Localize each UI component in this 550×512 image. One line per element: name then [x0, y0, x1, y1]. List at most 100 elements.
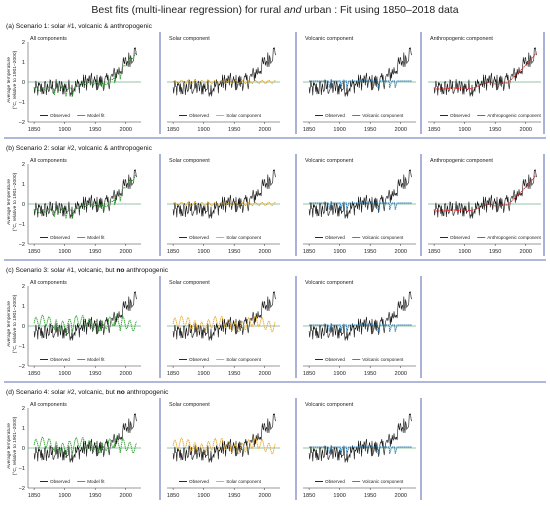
scenario-4: (d) Scenario 4: solar #2, volcanic, but … — [6, 389, 422, 500]
legend-label: Anthropogenic component — [487, 235, 541, 240]
legend-label: Observed — [189, 235, 209, 240]
legend-label: Anthropogenic component — [487, 113, 541, 118]
series-line-volcanic — [309, 324, 412, 333]
legend-label: Solar component — [226, 357, 261, 362]
panel-title: Solar component — [169, 280, 210, 286]
legend-label: Observed — [450, 113, 470, 118]
panel-volcanic-component: Volcanic component 1850 1900 1950 2000 Observ… — [303, 154, 422, 256]
x-tick-label: 1950 — [89, 127, 101, 133]
panel-title: All components — [30, 36, 67, 42]
series-line-volcanic — [309, 80, 412, 89]
x-tick-label: 1900 — [197, 493, 209, 499]
series-line-observed — [433, 47, 537, 97]
y-tick-label: −1 — [19, 100, 25, 106]
panel-all-components: All components −2 −1 0 1 2 1850 1900 1950 2000 Obs… — [19, 154, 161, 256]
legend-label: Observed — [325, 357, 345, 362]
panel-all-components: All components −2 −1 0 1 2 1850 1900 1950 2000 Obs… — [19, 398, 161, 500]
panel-title: Anthropogenic component — [430, 158, 493, 164]
x-tick-label: 1950 — [364, 493, 376, 499]
x-tick-label: 1950 — [364, 127, 376, 133]
y-tick-label: 0 — [22, 202, 25, 208]
x-tick-label: 2000 — [395, 127, 407, 133]
y-tick-label: 0 — [22, 80, 25, 86]
legend-label: Observed — [189, 113, 209, 118]
scenario-label: (b) — [6, 145, 16, 152]
x-tick-label: 1850 — [28, 127, 40, 133]
x-tick-label: 2000 — [120, 127, 132, 133]
y-tick-label: −2 — [19, 486, 25, 492]
x-tick-label: 1900 — [333, 493, 345, 499]
x-tick-label: 1950 — [489, 249, 501, 255]
y-tick-label: 1 — [22, 182, 25, 188]
panel-solar-component: Solar component 1850 1900 1950 2000 Observed S… — [167, 32, 297, 134]
scenario-label: (d) — [6, 389, 16, 396]
panel-title: Volcanic component — [305, 158, 354, 164]
y-tick-label: 2 — [22, 162, 25, 168]
x-tick-label: 1900 — [58, 249, 70, 255]
x-tick-label: 1850 — [167, 493, 179, 499]
series-line-anthro — [434, 52, 538, 90]
legend-label: Observed — [325, 113, 345, 118]
panel-solar-component: Solar component 1850 1900 1950 2000 Observed S… — [167, 154, 297, 256]
scenario-label: (a) — [6, 23, 16, 30]
x-tick-label: 1850 — [428, 127, 440, 133]
x-tick-label: 1850 — [28, 493, 40, 499]
scenario-title-part: anthropogenic — [125, 389, 169, 396]
panel-title: Volcanic component — [305, 402, 354, 408]
x-tick-label: 1950 — [89, 493, 101, 499]
panel-anthropogenic-component: Anthropogenic component 1850 1900 1950 2000 O… — [428, 32, 545, 134]
legend-label: Volcanic component — [362, 113, 404, 118]
series-line-fit — [33, 50, 138, 97]
series-line-observed — [33, 413, 137, 463]
panel-title: Solar component — [169, 402, 210, 408]
x-tick-label: 1950 — [364, 371, 376, 377]
series-line-observed — [308, 169, 412, 219]
y-axis-label-line: Average temperature — [6, 423, 12, 469]
series-line-observed — [172, 47, 276, 97]
legend-label: Observed — [50, 235, 70, 240]
panel-title: Solar component — [169, 36, 210, 42]
x-tick-label: 1950 — [228, 493, 240, 499]
x-tick-label: 2000 — [259, 249, 271, 255]
x-tick-label: 1950 — [228, 249, 240, 255]
series-line-observed — [172, 291, 276, 341]
x-tick-label: 2000 — [520, 127, 532, 133]
x-tick-label: 1950 — [89, 249, 101, 255]
scenario-title-part: no — [117, 389, 125, 396]
panel-all-components: All components −2 −1 0 1 2 1850 1900 1950 2000 Obs… — [19, 276, 161, 378]
panel-title: Volcanic component — [305, 36, 354, 42]
series-line-solar — [172, 79, 276, 85]
y-axis-label: Average temperature(°C, relative to 1901… — [6, 50, 18, 109]
x-tick-label: 2000 — [395, 249, 407, 255]
panel-solar-component: Solar component 1850 1900 1950 2000 Observed S… — [167, 398, 297, 500]
figure-title-part: and — [284, 4, 303, 16]
legend-label: Observed — [189, 479, 209, 484]
series-line-observed — [433, 169, 537, 219]
x-tick-label: 1950 — [364, 249, 376, 255]
legend-label: Volcanic component — [362, 479, 404, 484]
x-tick-label: 1850 — [428, 249, 440, 255]
x-tick-label: 1850 — [28, 371, 40, 377]
x-tick-label: 1850 — [167, 371, 179, 377]
series-line-observed — [308, 413, 412, 463]
y-tick-label: −1 — [19, 222, 25, 228]
scenario-title: (d) Scenario 4: solar #2, volcanic, but … — [6, 389, 169, 396]
x-tick-label: 2000 — [120, 493, 132, 499]
y-tick-label: −2 — [19, 242, 25, 248]
panel-title: All components — [30, 280, 67, 286]
y-axis-label: Average temperature(°C, relative to 1901… — [6, 294, 18, 353]
legend-label: Observed — [325, 479, 345, 484]
x-tick-label: 1850 — [303, 371, 315, 377]
scenario-title: (a) Scenario 1: solar #1, volcanic & ant… — [6, 23, 153, 30]
legend-label: Model fit — [87, 235, 105, 240]
y-tick-label: 0 — [22, 324, 25, 330]
legend-label: Observed — [50, 479, 70, 484]
x-tick-label: 1850 — [167, 249, 179, 255]
panel-volcanic-component: Volcanic component 1850 1900 1950 2000 Observ… — [303, 276, 422, 378]
x-tick-label: 2000 — [259, 371, 271, 377]
scenario-title-part: Scenario 2: solar #2, volcanic & anthrop… — [16, 145, 153, 152]
x-tick-label: 1900 — [58, 493, 70, 499]
figure-title-part: Best fits (multi-linear regression) for … — [91, 4, 284, 16]
scenario-title-part: anthropogenic — [124, 267, 168, 274]
